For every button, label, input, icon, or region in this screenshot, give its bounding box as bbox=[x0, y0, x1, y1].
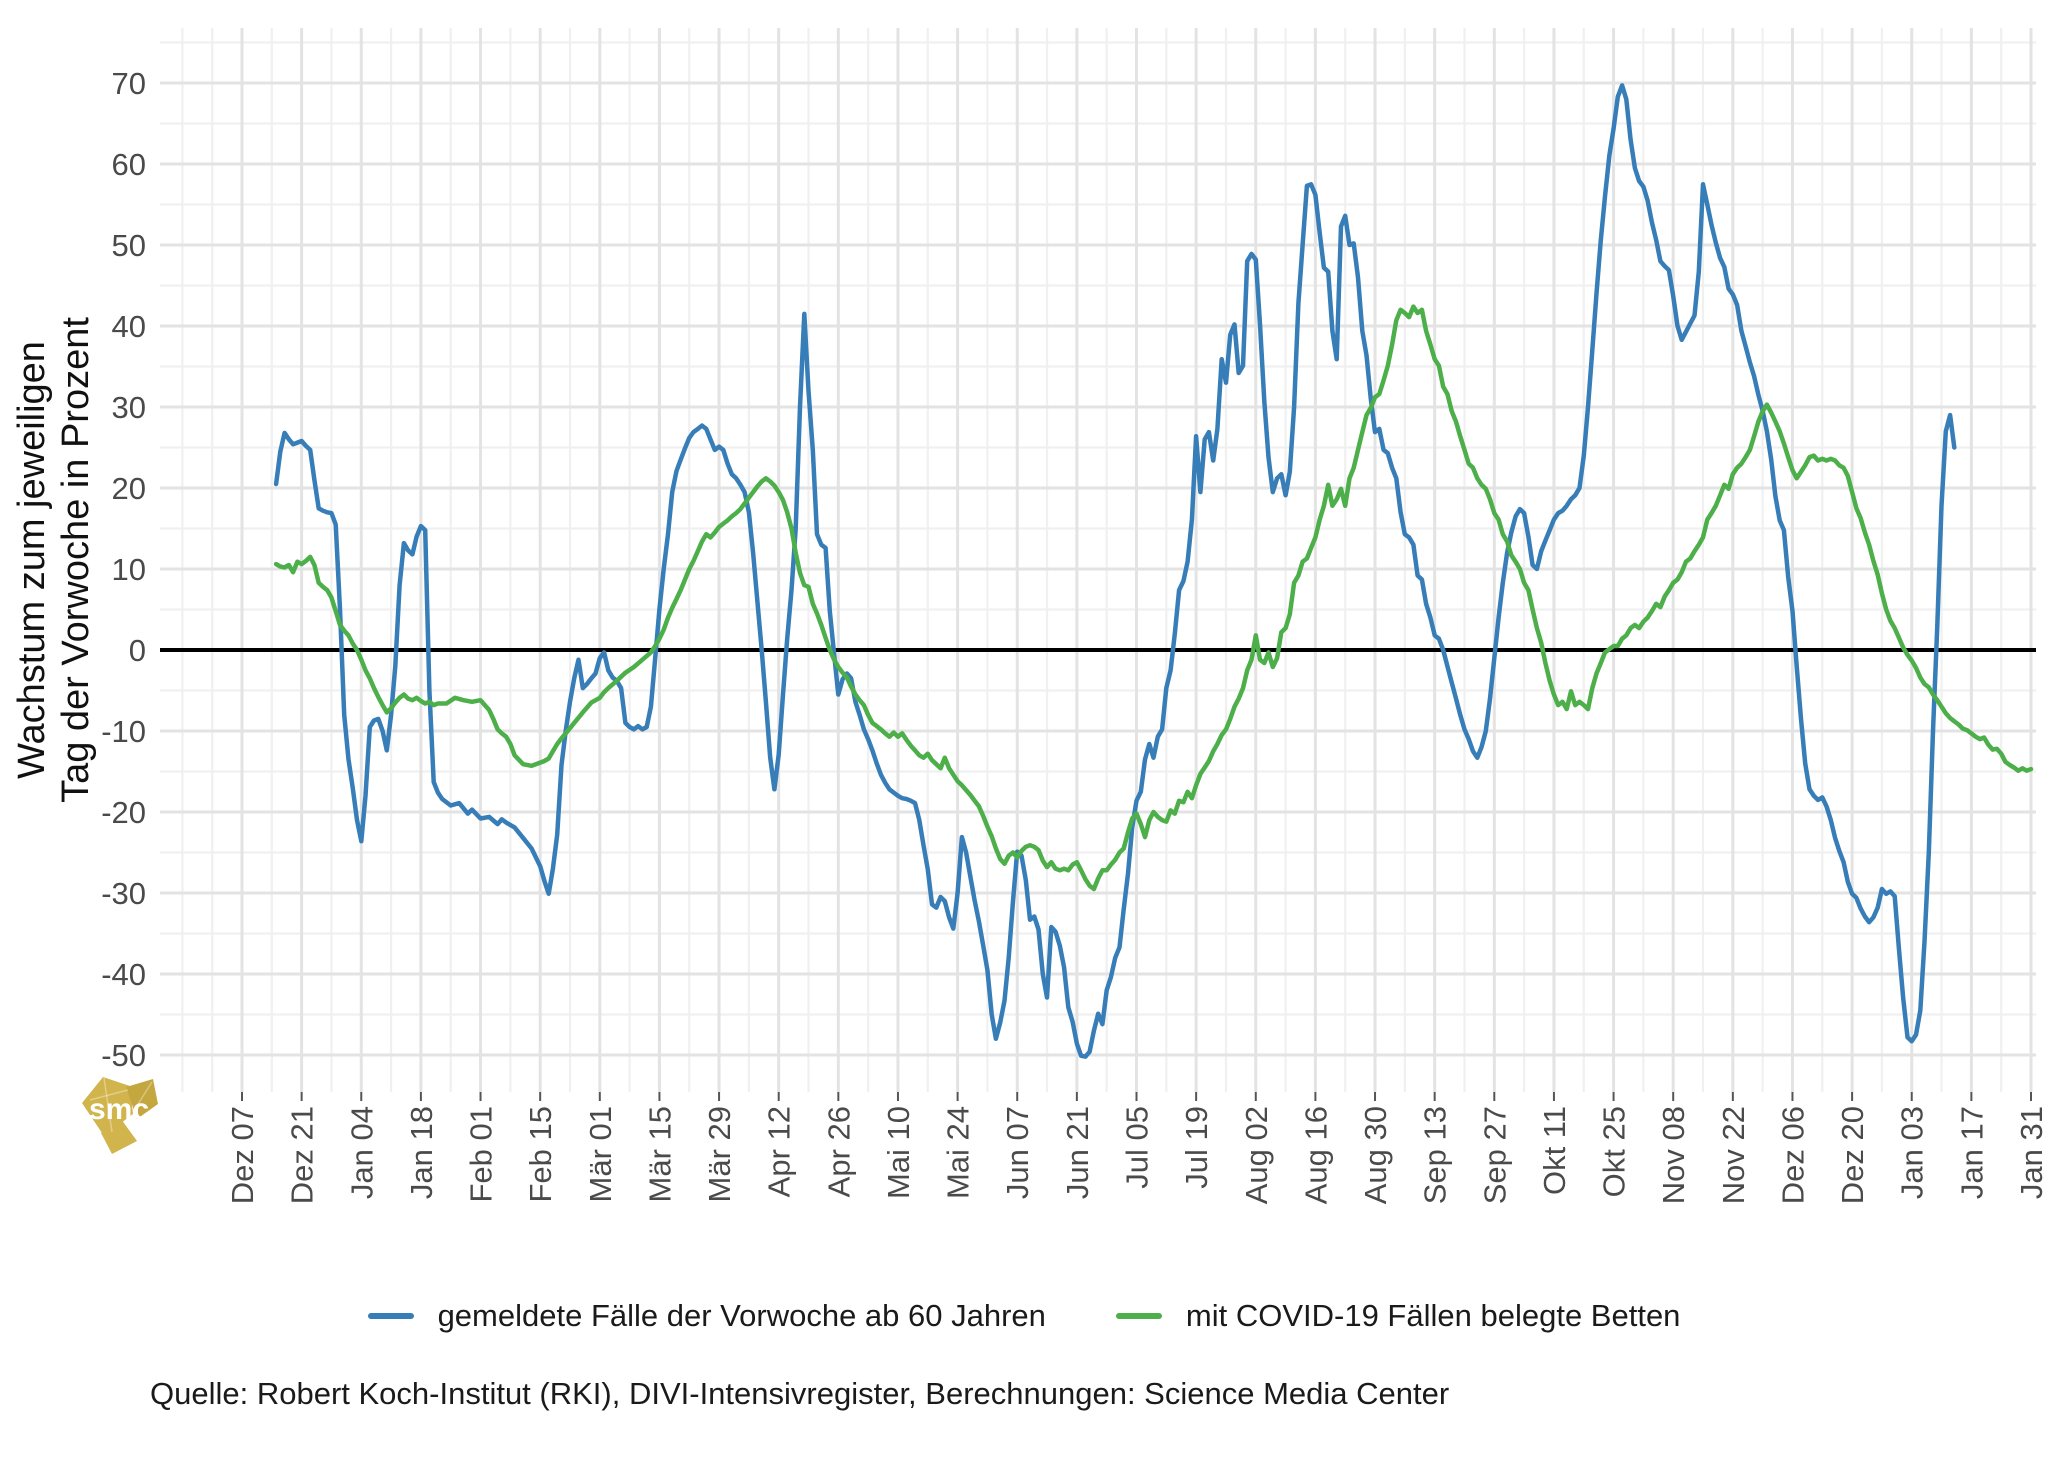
x-tick-label: Apr 26 bbox=[821, 1106, 856, 1197]
x-tick-label: Apr 12 bbox=[762, 1106, 797, 1197]
legend-item-cases: gemeldete Fälle der Vorwoche ab 60 Jahre… bbox=[367, 1298, 1046, 1334]
y-axis-title: Wachstum zum jeweiligen Tag der Vorwoche … bbox=[11, 317, 97, 803]
x-tick-label: Nov 22 bbox=[1716, 1106, 1751, 1204]
legend-item-beds: mit COVID-19 Fällen belegte Betten bbox=[1115, 1298, 1681, 1334]
x-tick-label: Mär 01 bbox=[583, 1106, 618, 1202]
y-axis-title-line1: Wachstum zum jeweiligen bbox=[11, 341, 53, 779]
y-tick-label: 30 bbox=[112, 390, 146, 425]
x-tick-label: Aug 30 bbox=[1358, 1106, 1393, 1204]
y-tick-label: -40 bbox=[101, 957, 146, 992]
x-tick-label: Dez 21 bbox=[285, 1106, 320, 1204]
x-tick-label: Mai 10 bbox=[881, 1106, 916, 1199]
y-tick-label: 20 bbox=[112, 471, 146, 506]
x-axis-labels: Dez 07 Dez 21 Jan 04 Jan 18 Feb 01 Feb 15 Mär … bbox=[225, 1106, 2048, 1204]
y-tick-label: 0 bbox=[129, 633, 146, 668]
series-line-beds bbox=[273, 304, 2034, 892]
y-tick-label: -50 bbox=[101, 1038, 146, 1073]
x-tick-label: Jan 03 bbox=[1895, 1106, 1930, 1199]
x-tick-label: Mär 29 bbox=[702, 1106, 737, 1202]
x-tick-label: Mai 24 bbox=[941, 1106, 976, 1199]
x-tick-label: Aug 02 bbox=[1239, 1106, 1274, 1204]
x-tick-label: Jan 04 bbox=[344, 1106, 379, 1199]
y-tick-label: 60 bbox=[112, 147, 146, 182]
x-tick-label: Dez 20 bbox=[1835, 1106, 1870, 1204]
y-tick-label: -10 bbox=[101, 714, 146, 749]
smc-logo: smc bbox=[82, 1077, 158, 1154]
x-tick-label: Feb 15 bbox=[523, 1106, 558, 1203]
x-tick-label: Dez 06 bbox=[1775, 1106, 1810, 1204]
x-tick-label: Mär 15 bbox=[642, 1106, 677, 1202]
x-tick-label: Jun 21 bbox=[1060, 1106, 1095, 1199]
y-axis-title-line2: Tag der Vorwoche in Prozent bbox=[55, 317, 97, 803]
y-tick-label: 40 bbox=[112, 309, 146, 344]
x-tick-label: Jan 31 bbox=[2014, 1106, 2048, 1199]
growth-chart-area: 70 60 50 40 30 20 10 0 -10 -20 -30 -40 -50 Dez 07 Dez … bbox=[11, 28, 2048, 1204]
y-axis-labels: 70 60 50 40 30 20 10 0 -10 -20 -30 -40 -50 bbox=[101, 66, 146, 1073]
x-tick-label: Dez 07 bbox=[225, 1106, 260, 1204]
x-tick-label: Feb 01 bbox=[464, 1106, 499, 1203]
chart-legend: gemeldete Fälle der Vorwoche ab 60 Jahre… bbox=[0, 1294, 2048, 1338]
y-tick-label: -20 bbox=[101, 795, 146, 830]
x-tick-label: Nov 08 bbox=[1656, 1106, 1691, 1204]
y-tick-label: -30 bbox=[101, 876, 146, 911]
x-tick-label: Jun 07 bbox=[1000, 1106, 1035, 1199]
x-tick-label: Aug 16 bbox=[1298, 1106, 1333, 1204]
legend-swatch-beds-line bbox=[1115, 1313, 1162, 1319]
source-attribution: Quelle: Robert Koch-Institut (RKI), DIVI… bbox=[150, 1376, 1450, 1411]
grid-minor bbox=[160, 28, 2036, 1092]
legend-swatch-cases-line bbox=[367, 1313, 414, 1319]
x-tick-label: Okt 11 bbox=[1537, 1106, 1572, 1195]
x-tick-label: Sep 27 bbox=[1477, 1106, 1512, 1204]
x-tick-label: Jul 05 bbox=[1120, 1106, 1155, 1189]
x-tick-label: Sep 13 bbox=[1418, 1106, 1453, 1204]
y-tick-label: 70 bbox=[112, 66, 146, 101]
x-tick-label: Jan 17 bbox=[1954, 1106, 1989, 1199]
x-tick-label: Jul 19 bbox=[1179, 1106, 1214, 1189]
series-line-cases bbox=[273, 83, 1957, 1059]
legend-label-beds: mit COVID-19 Fällen belegte Betten bbox=[1185, 1298, 1681, 1333]
y-tick-label: 10 bbox=[112, 552, 146, 587]
legend-label-cases: gemeldete Fälle der Vorwoche ab 60 Jahre… bbox=[437, 1298, 1046, 1333]
x-axis-ticks bbox=[241, 1092, 2032, 1101]
x-tick-label: Okt 25 bbox=[1597, 1106, 1632, 1197]
x-tick-label: Jan 18 bbox=[404, 1106, 439, 1199]
y-tick-label: 50 bbox=[112, 228, 146, 263]
smc-logo-text: smc bbox=[89, 1093, 149, 1126]
